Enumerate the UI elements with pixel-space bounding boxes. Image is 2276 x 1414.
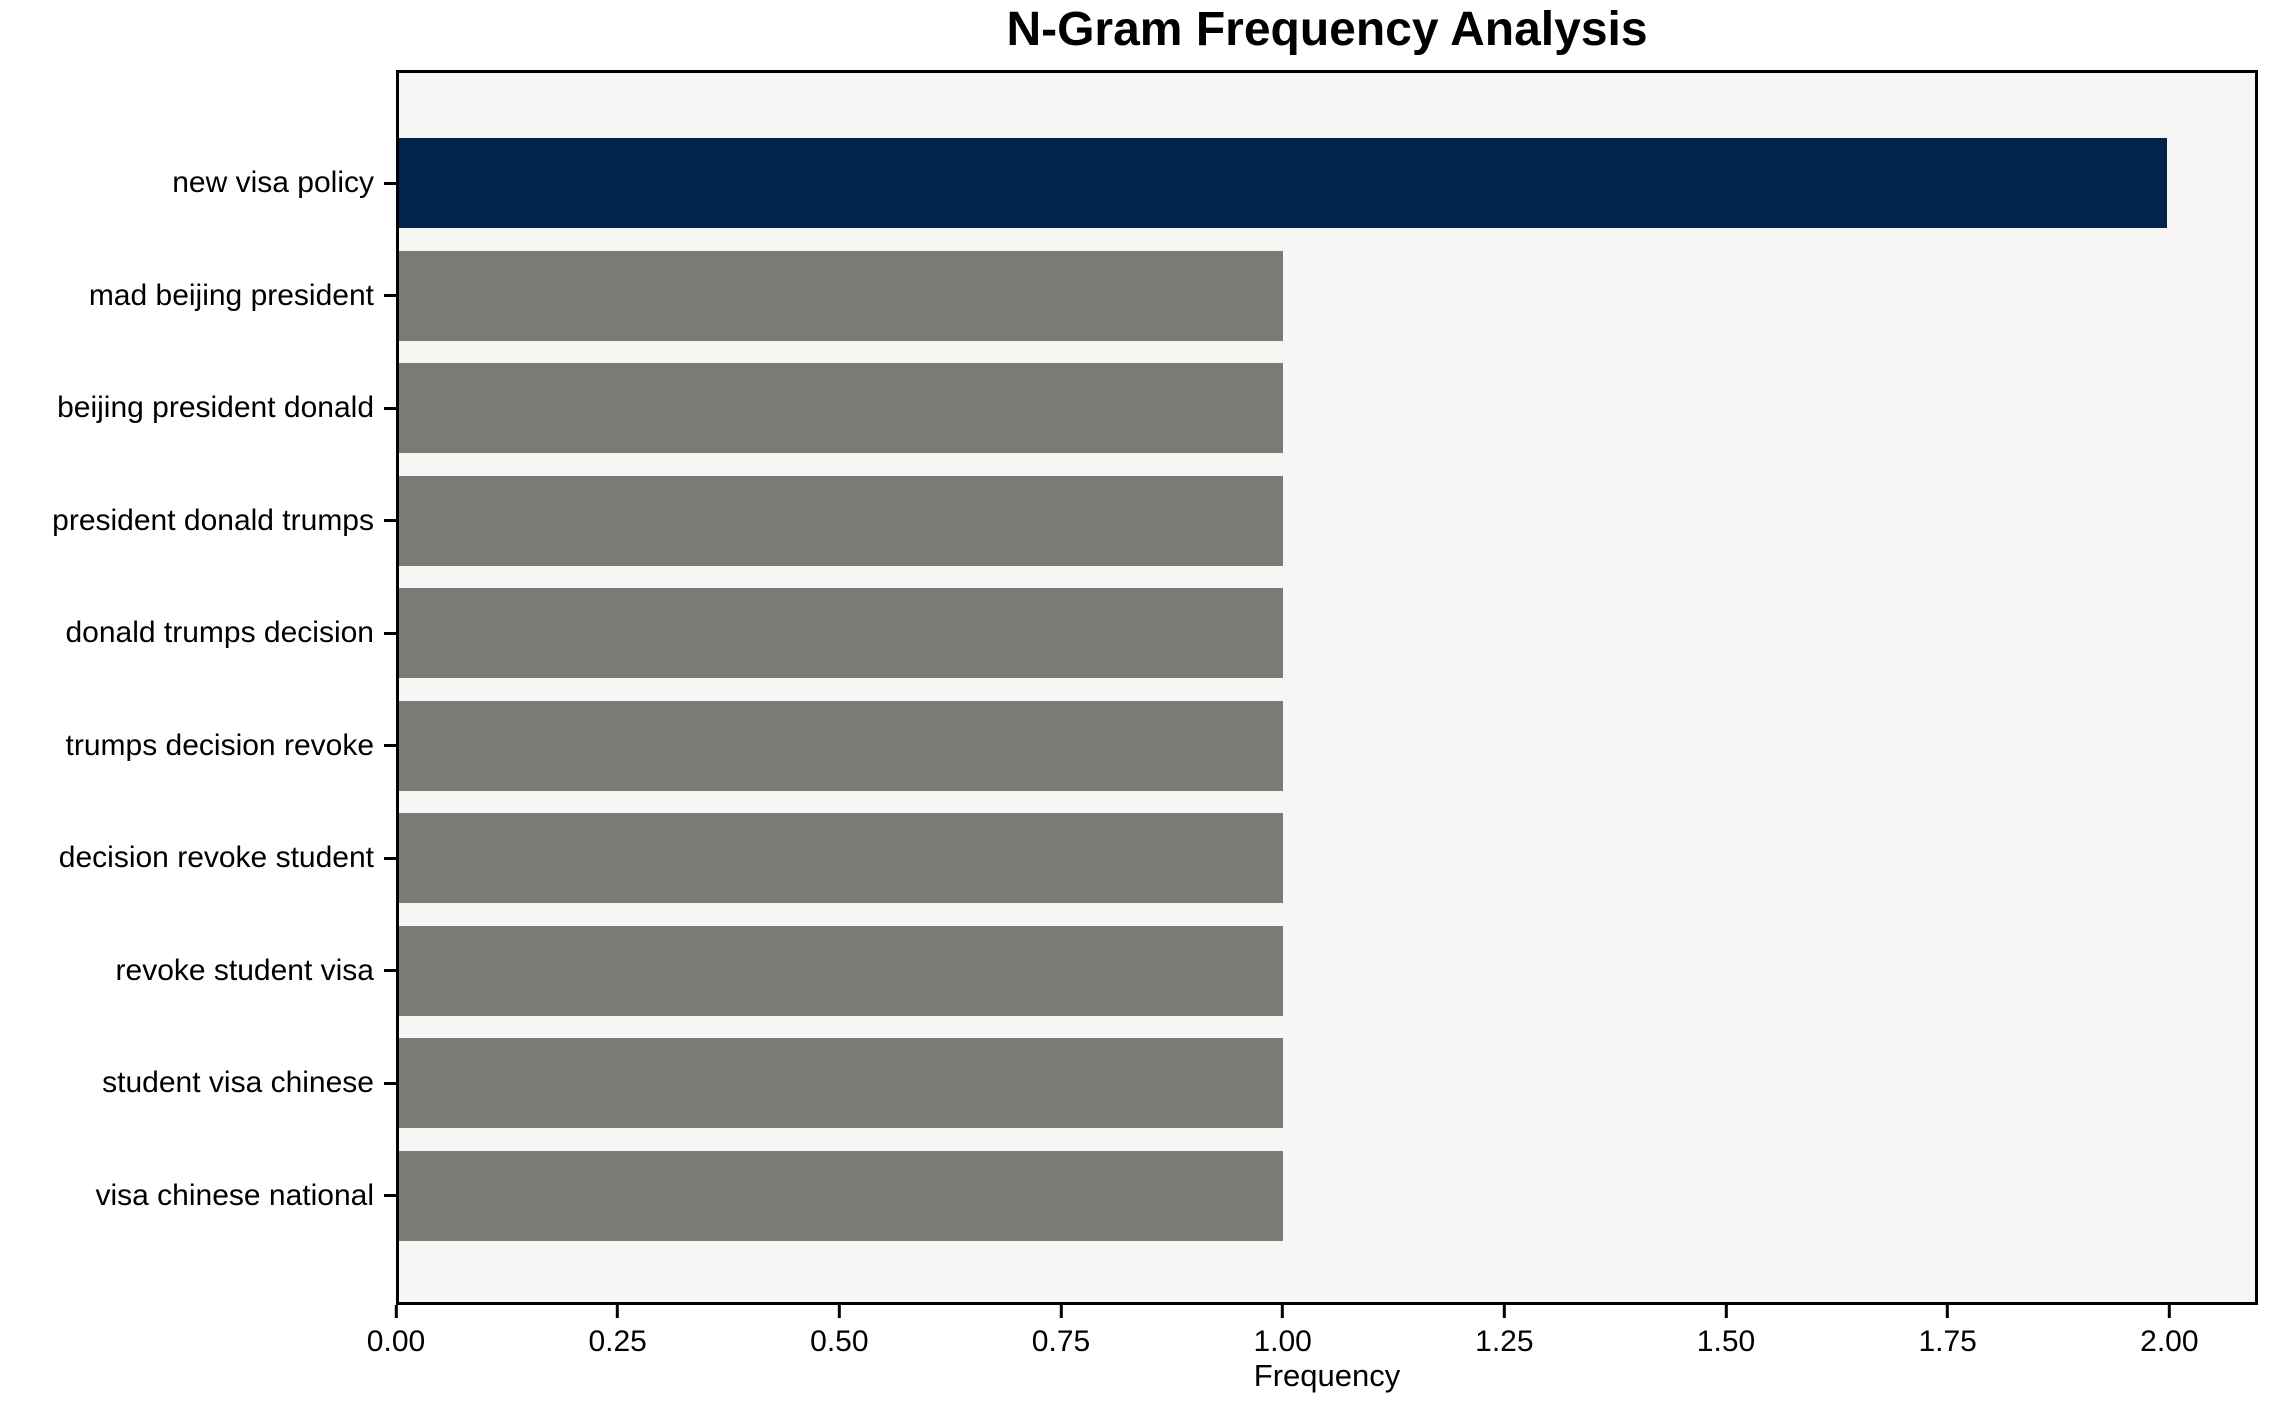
bar-row	[399, 577, 2255, 690]
y-tick-mark	[384, 181, 396, 185]
x-tick-label: 1.25	[1475, 1325, 1534, 1358]
y-tick-label: donald trumps decision	[65, 616, 374, 650]
x-tick-label: 0.50	[810, 1325, 869, 1358]
bar-row	[399, 802, 2255, 915]
x-tick-mark	[837, 1305, 841, 1318]
bar-row	[399, 690, 2255, 803]
y-tick-row: student visa chinese	[0, 1027, 396, 1140]
y-tick-label: visa chinese national	[95, 1178, 374, 1212]
x-tick: 1.75	[1918, 1305, 1977, 1359]
x-tick: 0.75	[1032, 1305, 1090, 1359]
x-tick-label: 1.00	[1253, 1325, 1312, 1358]
bar-row	[399, 915, 2255, 1028]
y-tick-label: beijing president donald	[57, 391, 374, 425]
chart-title: N-Gram Frequency Analysis	[1006, 3, 1648, 56]
plot-area	[396, 70, 2258, 1305]
x-tick-mark	[1724, 1305, 1728, 1318]
y-tick-mark	[384, 1194, 396, 1198]
bar-row	[399, 352, 2255, 465]
x-tick: 1.50	[1697, 1305, 1755, 1359]
x-tick-mark	[1502, 1305, 1506, 1318]
x-tick-mark	[394, 1305, 398, 1318]
bar-donald-trumps-decision	[399, 588, 1283, 679]
x-tick-label: 1.75	[1918, 1325, 1977, 1358]
y-tick-row: donald trumps decision	[0, 577, 396, 690]
y-tick-row: new visa policy	[0, 127, 396, 240]
y-tick-row: president donald trumps	[0, 465, 396, 578]
y-tick-mark	[384, 631, 396, 635]
bar-trumps-decision-revoke	[399, 700, 1283, 791]
bar-beijing-president-donald	[399, 363, 1283, 454]
y-tick-row: mad beijing president	[0, 240, 396, 353]
y-tick-label: trumps decision revoke	[65, 728, 374, 762]
x-tick-mark	[2167, 1305, 2171, 1318]
y-tick-row: visa chinese national	[0, 1140, 396, 1253]
bar-revoke-student-visa	[399, 925, 1283, 1016]
y-tick-label: mad beijing president	[88, 278, 374, 312]
bar-row	[399, 465, 2255, 578]
y-tick-mark	[384, 1081, 396, 1085]
y-tick-row: decision revoke student	[0, 802, 396, 915]
y-axis-labels: new visa policy mad beijing president beij…	[0, 73, 396, 1302]
y-tick-mark	[384, 519, 396, 523]
bar-row	[399, 240, 2255, 353]
bar-decision-revoke-student	[399, 813, 1283, 904]
y-tick-row: trumps decision revoke	[0, 690, 396, 803]
x-tick: 1.00	[1253, 1305, 1312, 1359]
bar-visa-chinese-national	[399, 1150, 1283, 1241]
y-tick-row: beijing president donald	[0, 352, 396, 465]
y-tick-label: decision revoke student	[58, 841, 374, 875]
y-tick-label: student visa chinese	[102, 1066, 374, 1100]
bar-student-visa-chinese	[399, 1038, 1283, 1129]
bar-row	[399, 1027, 2255, 1140]
bar-mad-beijing-president	[399, 250, 1283, 341]
y-tick-label: revoke student visa	[115, 953, 374, 987]
bar-row	[399, 1140, 2255, 1253]
x-tick-mark	[1946, 1305, 1950, 1318]
x-tick-mark	[1281, 1305, 1285, 1318]
y-tick-label: new visa policy	[172, 166, 374, 200]
y-tick-mark	[384, 744, 396, 748]
y-tick-mark	[384, 294, 396, 298]
x-tick-label: 0.25	[588, 1325, 647, 1358]
x-tick: 2.00	[2140, 1305, 2199, 1359]
x-tick-label: 0.75	[1031, 1325, 1091, 1358]
y-tick-mark	[384, 969, 396, 973]
y-tick-mark	[384, 406, 396, 410]
y-tick-row: revoke student visa	[0, 915, 396, 1028]
x-tick: 1.25	[1475, 1305, 1534, 1359]
x-tick: 0.25	[588, 1305, 647, 1359]
x-tick: 0.00	[367, 1305, 425, 1359]
y-tick-label: president donald trumps	[52, 503, 374, 537]
x-tick-mark	[1059, 1305, 1063, 1318]
x-tick-label: 1.50	[1696, 1325, 1756, 1358]
x-tick-label: 2.00	[2140, 1325, 2199, 1358]
bar-president-donald-trumps	[399, 475, 1283, 566]
x-tick: 0.50	[810, 1305, 869, 1359]
bar-row	[399, 127, 2255, 240]
x-tick-label: 0.00	[366, 1325, 426, 1358]
x-axis-label: Frequency	[1253, 1358, 1401, 1393]
x-tick-mark	[616, 1305, 620, 1318]
y-tick-mark	[384, 856, 396, 860]
x-axis: 0.00 0.25 0.50 0.75 1.00 1.25 1.50 1.75 2.00	[367, 1305, 2258, 1395]
bar-new-visa-policy	[399, 138, 2167, 229]
